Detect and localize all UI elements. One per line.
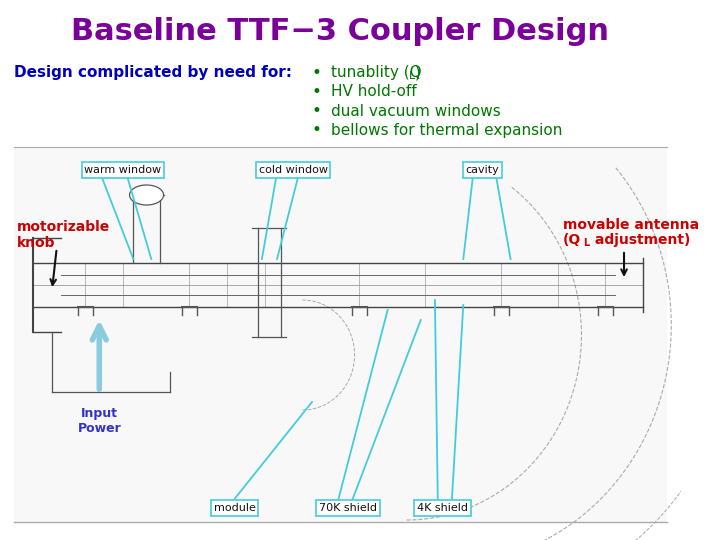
Text: (Q: (Q: [562, 233, 581, 247]
Text: tunablity (Q: tunablity (Q: [331, 65, 421, 80]
Text: ): ): [415, 65, 421, 80]
Text: dual vacuum windows: dual vacuum windows: [331, 104, 500, 118]
Text: cavity: cavity: [465, 165, 499, 175]
Text: Design complicated by need for:: Design complicated by need for:: [14, 65, 292, 80]
Text: 4K shield: 4K shield: [417, 503, 468, 513]
Text: adjustment): adjustment): [590, 233, 690, 247]
Ellipse shape: [130, 185, 163, 205]
Text: warm window: warm window: [84, 165, 161, 175]
Text: L: L: [408, 71, 415, 81]
Text: motorizable
knob: motorizable knob: [17, 220, 110, 250]
Text: cold window: cold window: [258, 165, 328, 175]
Text: HV hold-off: HV hold-off: [331, 84, 417, 99]
Text: module: module: [214, 503, 256, 513]
Text: movable antenna: movable antenna: [562, 218, 698, 232]
Text: •: •: [312, 83, 322, 101]
Text: •: •: [312, 64, 322, 82]
Text: Input
Power: Input Power: [78, 407, 121, 435]
Text: Baseline TTF−3 Coupler Design: Baseline TTF−3 Coupler Design: [71, 17, 609, 46]
Text: bellows for thermal expansion: bellows for thermal expansion: [331, 123, 562, 138]
Text: •: •: [312, 121, 322, 139]
Text: 70K shield: 70K shield: [319, 503, 377, 513]
Bar: [14, 147, 667, 522]
Text: L: L: [583, 238, 590, 248]
Text: •: •: [312, 102, 322, 120]
